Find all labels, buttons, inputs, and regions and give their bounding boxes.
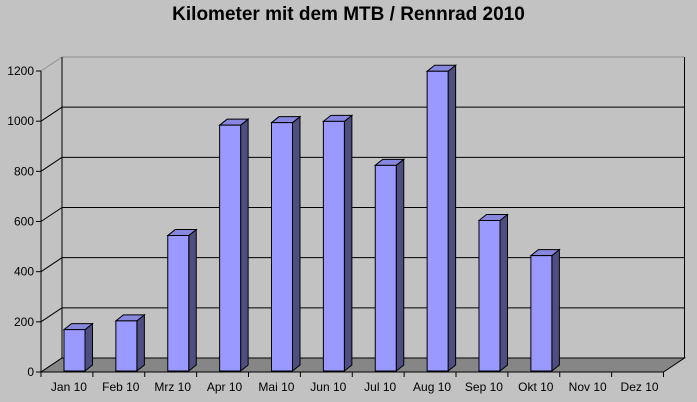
y-axis-label-800: 800	[14, 164, 34, 178]
bar-jan-10-side	[84, 322, 93, 373]
bar-okt-10-side	[551, 248, 560, 373]
bar-jul-10-front	[374, 164, 397, 372]
x-axis-label-okt-10: Okt 10	[518, 380, 554, 394]
x-axis-label-jan-10: Jan 10	[51, 380, 87, 394]
bar-apr-10-side	[240, 118, 249, 373]
bar-jul-10-side	[395, 158, 405, 373]
bar-mai-10	[270, 115, 302, 373]
bar-mai-10-front	[271, 122, 293, 372]
bar-mrz-10	[166, 228, 198, 373]
bar-sep-10-side	[499, 213, 508, 373]
grid-connector-800	[40, 156, 63, 172]
y-axis-label-1000: 1000	[7, 114, 34, 128]
bar-okt-10	[529, 248, 561, 373]
x-axis-label-sep-10: Sep 10	[465, 380, 503, 394]
bar-aug-10-front	[426, 70, 449, 372]
bar-jun-10-side	[343, 114, 353, 373]
chart-title: Kilometer mit dem MTB / Rennrad 2010	[172, 4, 525, 25]
grid-connector-400	[40, 257, 63, 273]
grid-connector-1000	[40, 106, 63, 122]
bar-feb-10-front	[115, 320, 138, 372]
x-axis-label-apr-10: Apr 10	[207, 380, 243, 394]
y-axis-label-200: 200	[14, 315, 34, 329]
bar-feb-10	[114, 313, 146, 373]
bar-jan-10-front	[63, 329, 86, 372]
bar-aug-10-side	[447, 64, 457, 373]
y-axis-label-0: 0	[27, 365, 34, 379]
x-axis-label-feb-10: Feb 10	[102, 380, 140, 394]
bar-aug-10	[425, 64, 458, 373]
x-axis-label-aug-10: Aug 10	[413, 380, 451, 394]
bar-mrz-10-side	[188, 228, 197, 373]
grid-connector-1200	[40, 56, 63, 72]
x-axis-label-jun-10: Jun 10	[310, 380, 346, 394]
bar-jul-10	[373, 158, 406, 373]
x-axis-label-dez-10: Dez 10	[621, 380, 659, 394]
bar-jan-10	[62, 322, 94, 373]
x-axis-label-mai-10: Mai 10	[258, 380, 294, 394]
y-axis-label-1200: 1200	[7, 64, 34, 78]
y-axis-label-400: 400	[14, 265, 34, 279]
grid-connector-200	[40, 307, 63, 323]
grid-connector-600	[40, 207, 63, 222]
bar-apr-10-front	[219, 124, 242, 372]
bar-okt-10-front	[530, 255, 553, 372]
bar-sep-10-front	[478, 220, 501, 372]
x-axis-label-nov-10: Nov 10	[569, 380, 607, 394]
bar-mai-10-side	[292, 115, 301, 373]
y-axis-label-600: 600	[14, 215, 34, 229]
bar-mrz-10-front	[167, 235, 190, 372]
bar-sep-10	[477, 213, 509, 373]
bar-apr-10	[218, 118, 250, 373]
bar-jun-10-front	[322, 120, 345, 372]
bar-feb-10-side	[136, 313, 145, 373]
x-axis-label-mrz-10: Mrz 10	[154, 380, 191, 394]
x-axis-label-jul-10: Jul 10	[364, 380, 396, 394]
bar-jun-10	[321, 114, 354, 373]
